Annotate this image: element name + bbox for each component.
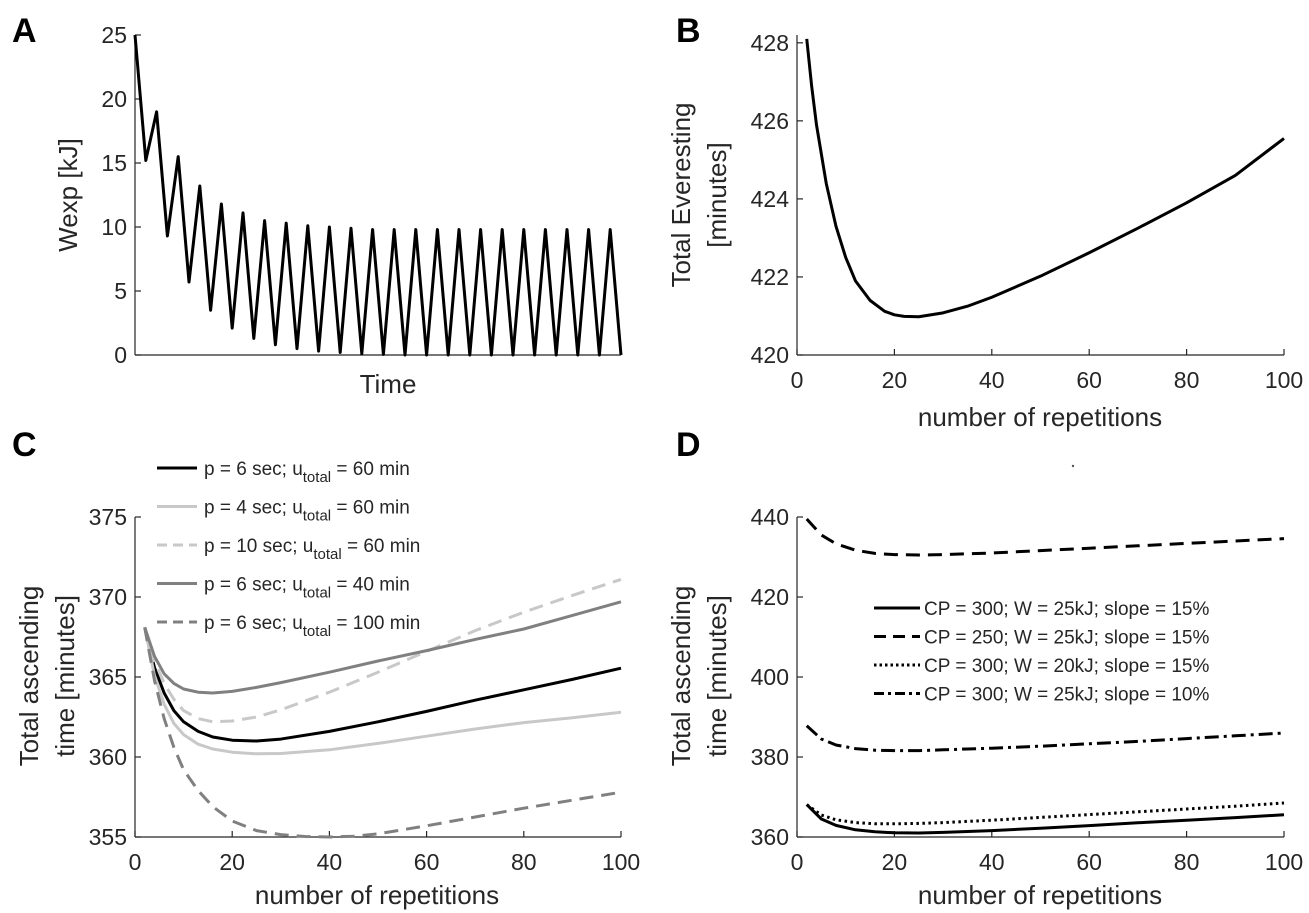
x-tick-label: 0 xyxy=(129,849,142,875)
x-tick-label: 60 xyxy=(1076,367,1102,393)
x-axis-label: Time xyxy=(360,369,417,399)
series-line xyxy=(805,724,1285,753)
y-axis-label-line: time [minutes] xyxy=(702,595,732,757)
x-axis-label: number of repetitions xyxy=(918,880,1162,910)
x-tick-label: 100 xyxy=(602,849,640,875)
legend-entry: CP = 300; W = 25kJ; slope = 10% xyxy=(924,685,1209,706)
series-line xyxy=(143,627,622,839)
x-tick-label: 100 xyxy=(1265,849,1303,875)
y-tick-label: 420 xyxy=(751,342,789,368)
y-tick-label: 375 xyxy=(89,504,127,530)
y-tick-label: 424 xyxy=(751,186,790,212)
panel-letter: B xyxy=(676,12,701,50)
y-axis-label-line: [minutes] xyxy=(702,142,732,248)
y-axis-label-line: time [minutes] xyxy=(50,595,80,757)
x-tick-label: 0 xyxy=(791,849,804,875)
stray-dot xyxy=(1071,464,1075,468)
legend-entry: CP = 300; W = 20kJ; slope = 15% xyxy=(924,656,1209,677)
y-tick-label: 428 xyxy=(751,30,789,56)
y-tick-label: 365 xyxy=(89,664,127,690)
x-axis-label: number of repetitions xyxy=(918,402,1162,432)
x-tick-label: 20 xyxy=(882,849,908,875)
x-tick-label: 20 xyxy=(219,849,245,875)
legend: p = 6 sec; utotal = 60 min p = 4 sec; uto… xyxy=(157,459,420,640)
legend-entry: p = 4 sec; utotal = 60 min xyxy=(204,498,410,525)
x-tick-label: 20 xyxy=(882,367,908,393)
x-tick-label: 40 xyxy=(317,849,343,875)
y-axis-label-line: Total ascending xyxy=(14,586,44,767)
y-axis-label-line: Total ascending xyxy=(666,586,696,767)
series-line xyxy=(805,803,1285,835)
y-tick-label: 360 xyxy=(89,744,127,770)
x-tick-label: 80 xyxy=(511,849,537,875)
panel-b: B 420 422 424 426 428 0 20 40 60 80 100 number of re… xyxy=(666,12,1303,432)
series-line xyxy=(143,627,622,756)
y-tick-label: 5 xyxy=(114,278,127,304)
x-tick-label: 40 xyxy=(979,849,1005,875)
panel-d: D 360 380 400 420 440 0 20 40 60 80 100 number of re… xyxy=(666,426,1303,910)
series-line xyxy=(143,577,622,724)
x-tick-label: 60 xyxy=(1076,849,1102,875)
x-tick-label: 100 xyxy=(1265,367,1303,393)
y-tick-label: 10 xyxy=(101,214,127,240)
y-tick-label: 422 xyxy=(751,264,789,290)
x-tick-label: 80 xyxy=(1174,367,1200,393)
y-axis-label-line: Total Everesting xyxy=(666,103,696,288)
panel-c: C 355 360 365 370 375 0 20 40 60 80 100 number of re… xyxy=(12,426,640,910)
x-axis-label: number of repetitions xyxy=(255,880,499,910)
y-tick-label: 15 xyxy=(101,150,127,176)
series-line xyxy=(133,34,623,357)
y-tick-label: 420 xyxy=(751,584,789,610)
legend: CP = 300; W = 25kJ; slope = 15% CP = 250;… xyxy=(874,599,1209,706)
legend-entry: p = 6 sec; utotal = 60 min xyxy=(204,459,410,486)
panel-a: A 0 5 10 15 20 25 Time Wexp [kJ] xyxy=(12,12,623,399)
y-tick-label: 0 xyxy=(114,342,127,368)
y-tick-label: 400 xyxy=(751,664,789,690)
x-tick-label: 0 xyxy=(791,367,804,393)
y-tick-label: 355 xyxy=(89,824,127,850)
x-tick-label: 80 xyxy=(1174,849,1200,875)
legend-entry: p = 6 sec; utotal = 100 min xyxy=(204,613,420,640)
y-axis-label: Wexp [kJ] xyxy=(53,138,83,252)
legend-entry: p = 10 sec; utotal = 60 min xyxy=(204,536,420,563)
x-tick-label: 40 xyxy=(979,367,1005,393)
y-tick-label: 20 xyxy=(101,86,127,112)
panel-letter: C xyxy=(12,426,37,464)
legend-entry: p = 6 sec; utotal = 40 min xyxy=(204,575,410,602)
series-line xyxy=(143,627,622,743)
legend-entry: CP = 250; W = 25kJ; slope = 15% xyxy=(924,628,1209,649)
y-tick-label: 440 xyxy=(751,504,789,530)
series-line xyxy=(805,38,1285,319)
panel-letter: D xyxy=(676,426,701,464)
y-tick-label: 25 xyxy=(101,22,127,48)
y-tick-label: 380 xyxy=(751,744,789,770)
y-tick-label: 426 xyxy=(751,108,789,134)
series-line xyxy=(143,600,622,695)
series-line xyxy=(805,801,1285,826)
y-tick-label: 360 xyxy=(751,824,789,850)
panel-letter: A xyxy=(12,12,37,50)
y-tick-label: 370 xyxy=(89,584,127,610)
series-line xyxy=(805,517,1285,557)
legend-entry: CP = 300; W = 25kJ; slope = 15% xyxy=(924,599,1209,620)
x-tick-label: 60 xyxy=(414,849,440,875)
